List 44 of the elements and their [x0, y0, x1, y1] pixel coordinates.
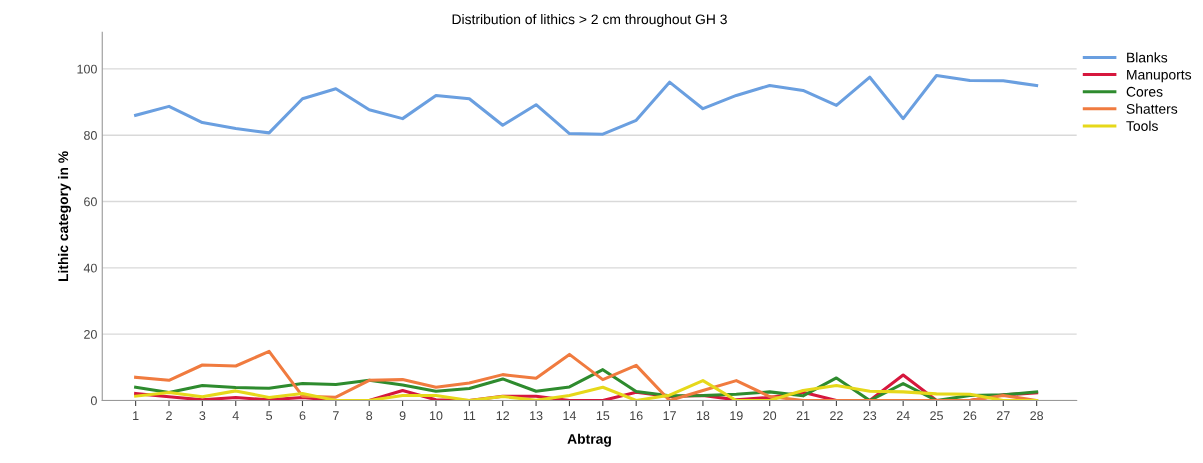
x-tick-label: 21 [796, 411, 810, 420]
line-series [134, 379, 1039, 401]
x-tick-label: 27 [996, 411, 1010, 420]
y-tick-label: 100 [77, 64, 97, 74]
x-tick-label: 4 [232, 411, 239, 420]
x-axis-title: Abtrag [567, 433, 611, 447]
x-tick-label: 5 [266, 411, 273, 421]
legend-label: Cores [1126, 86, 1163, 97]
x-tick-label: 2 [166, 411, 172, 420]
x-tick-label: 25 [930, 411, 943, 421]
y-axis-title: Lithic category in % [57, 151, 71, 282]
y-tick-label: 20 [84, 329, 97, 339]
x-tick-label: 15 [596, 411, 610, 421]
legend-label: Manuports [1127, 69, 1192, 83]
legend-label: Blanks [1127, 52, 1168, 63]
x-tick-label: 9 [399, 411, 406, 421]
line-series [134, 73, 1039, 136]
x-tick-label: 10 [429, 411, 443, 421]
y-tick-label: 80 [84, 131, 97, 140]
x-tick-label: 24 [896, 411, 910, 420]
y-tick-label: 40 [83, 263, 97, 273]
x-tick-label: 26 [963, 411, 977, 421]
x-tick-label: 22 [830, 411, 843, 420]
x-tick-label: 7 [333, 411, 339, 420]
x-tick-label: 3 [199, 411, 206, 421]
x-tick-label: 28 [1030, 411, 1044, 421]
chart-title: Distribution of lithics > 2 cm throughout GH 3 [452, 14, 727, 27]
x-tick-label: 8 [366, 411, 373, 421]
x-tick-label: 13 [530, 411, 543, 421]
legend-label: Shatters [1126, 103, 1178, 114]
y-tick-label: 0 [90, 396, 97, 406]
x-tick-label: 1 [133, 411, 139, 420]
x-tick-label: 20 [763, 411, 777, 421]
x-tick-label: 23 [863, 411, 877, 421]
x-tick-label: 16 [630, 411, 643, 421]
y-tick-label: 60 [84, 197, 97, 207]
x-tick-label: 6 [299, 411, 306, 421]
x-tick-label: 18 [696, 411, 710, 421]
legend-label: Tools [1126, 120, 1158, 131]
x-tick-label: 11 [463, 411, 476, 420]
x-tick-label: 14 [563, 411, 577, 420]
x-tick-label: 19 [730, 411, 743, 421]
x-tick-label: 12 [496, 411, 510, 420]
x-tick-label: 17 [663, 411, 676, 420]
